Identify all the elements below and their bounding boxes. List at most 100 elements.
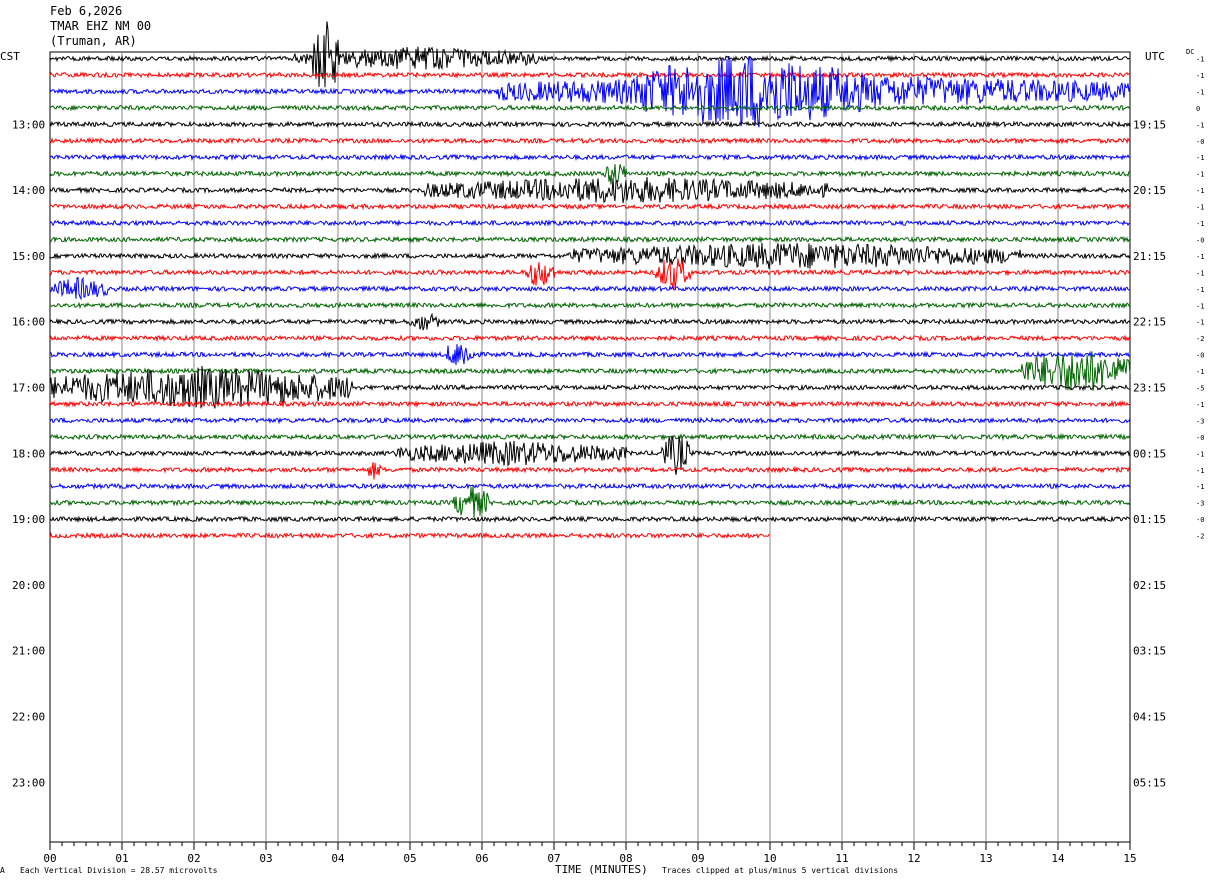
trace-row-8 — [49, 177, 1131, 204]
dc-offset-label: -1 — [1196, 368, 1204, 376]
x-tick-label-08: 08 — [619, 852, 632, 865]
hour-label-cst: 16:00 — [12, 316, 45, 329]
chart-date: Feb 6,2026 — [50, 4, 123, 18]
trace-row-17 — [49, 334, 1131, 343]
trace-row-0 — [49, 21, 1131, 88]
dc-offset-label: -1 — [1196, 56, 1204, 64]
dc-offset-label: -1 — [1196, 72, 1204, 80]
x-tick-label-11: 11 — [835, 852, 848, 865]
hour-label-cst: 21:00 — [12, 645, 45, 658]
trace-row-28 — [49, 515, 1131, 524]
seismic-traces — [49, 21, 1131, 540]
trace-row-5 — [49, 136, 1131, 145]
x-tick-label-00: 00 — [43, 852, 56, 865]
trace-row-27 — [49, 485, 1131, 519]
dc-offset-label: -1 — [1196, 286, 1204, 294]
dc-offset-label: -1 — [1196, 319, 1204, 327]
trace-row-24 — [49, 435, 1131, 475]
right-timezone-label: UTC — [1145, 50, 1165, 63]
left-timezone-label: CST — [0, 50, 20, 63]
x-tick-label-10: 10 — [763, 852, 776, 865]
trace-row-29 — [49, 531, 771, 540]
hour-label-cst: 19:00 — [12, 513, 45, 526]
station-location: (Truman, AR) — [50, 34, 137, 48]
dc-offset-label: -1 — [1196, 220, 1204, 228]
x-axis-title: TIME (MINUTES) — [555, 863, 648, 876]
trace-row-2 — [49, 55, 1131, 128]
x-tick-label-13: 13 — [979, 852, 992, 865]
dc-offset-label: -0 — [1196, 138, 1204, 146]
hour-label-utc: 00:15 — [1133, 447, 1166, 460]
trace-row-6 — [49, 153, 1130, 162]
dc-offset-label: -1 — [1196, 154, 1204, 162]
dc-offset-label: -1 — [1196, 302, 1204, 310]
trace-row-18 — [49, 344, 1131, 366]
dc-offset-label: -1 — [1196, 483, 1204, 491]
x-tick-label-15: 15 — [1123, 852, 1136, 865]
dc-offset-label: 0 — [1196, 105, 1200, 113]
trace-row-1 — [49, 71, 1131, 80]
hour-label-utc: 01:15 — [1133, 513, 1166, 526]
x-tick-label-07: 07 — [547, 852, 560, 865]
trace-row-26 — [49, 482, 1131, 491]
hour-label-cst: 22:00 — [12, 711, 45, 724]
x-axis: 00 01 02 03 04 05 06 07 08 09 10 11 12 13 14 15 — [43, 842, 1137, 865]
trace-row-10 — [49, 219, 1131, 227]
dc-offset-label: -3 — [1196, 417, 1204, 425]
dc-offset-label: -0 — [1196, 434, 1204, 442]
dc-offset-label: -0 — [1196, 236, 1204, 244]
hour-label-utc: 22:15 — [1133, 316, 1166, 329]
minute-gridlines — [121, 52, 1059, 842]
hour-label-utc: 04:15 — [1133, 711, 1166, 724]
x-tick-label-01: 01 — [115, 852, 128, 865]
scale-note: Each Vertical Division = 28.57 microvolt… — [20, 866, 218, 875]
trace-row-7 — [49, 164, 1131, 185]
dc-offset-label: -1 — [1196, 467, 1204, 475]
x-tick-label-02: 02 — [187, 852, 200, 865]
hour-label-utc: 20:15 — [1133, 184, 1166, 197]
hour-labels: 13:00 14:00 15:00 16:00 17:00 18:00 19:00 20:00… — [12, 118, 1166, 789]
x-tick-label-06: 06 — [475, 852, 488, 865]
trace-row-14 — [49, 276, 1131, 301]
x-tick-label-14: 14 — [1051, 852, 1065, 865]
clip-note: Traces clipped at plus/minus 5 vertical … — [662, 866, 899, 875]
dc-offset-label: -1 — [1196, 269, 1204, 277]
station-code: TMAR EHZ NM 00 — [50, 19, 152, 33]
trace-row-12 — [49, 242, 1131, 269]
trace-row-11 — [49, 235, 1131, 244]
trace-row-15 — [49, 301, 1131, 310]
trace-row-25 — [49, 462, 1131, 480]
hour-label-utc: 03:15 — [1133, 645, 1166, 658]
x-tick-label-03: 03 — [259, 852, 272, 865]
hour-label-utc: 21:15 — [1133, 250, 1166, 263]
hour-label-cst: 23:00 — [12, 776, 45, 789]
dc-offset-labels: -1 -1 -1 0 -1 -0 -1 -1 -1 -1 -1 -0 -1 -1 -1 -1 -1 -2 -0 -1 -… — [1196, 56, 1204, 541]
trace-row-23 — [49, 432, 1131, 441]
trace-row-19 — [49, 351, 1131, 391]
dc-offset-label: -1 — [1196, 187, 1204, 195]
trace-row-20 — [49, 365, 1131, 409]
dc-offset-label: -1 — [1196, 171, 1204, 179]
x-tick-label-09: 09 — [691, 852, 704, 865]
dc-offset-label: -1 — [1196, 401, 1204, 409]
trace-row-4 — [49, 120, 1131, 129]
hour-label-cst: 20:00 — [12, 579, 45, 592]
trace-row-16 — [49, 312, 1131, 331]
dc-offset-label: -5 — [1196, 385, 1204, 393]
hour-label-cst: 18:00 — [12, 447, 45, 460]
hour-label-utc: 05:15 — [1133, 776, 1166, 789]
dc-offset-label: -3 — [1196, 500, 1204, 508]
dc-offset-label: -1 — [1196, 121, 1204, 129]
trace-row-13 — [49, 258, 1131, 290]
trace-row-3 — [49, 103, 1131, 112]
dc-offset-label: -1 — [1196, 450, 1204, 458]
x-tick-label-12: 12 — [907, 852, 920, 865]
hour-label-cst: 17:00 — [12, 382, 45, 395]
dc-offset-label: -1 — [1196, 88, 1204, 96]
hour-label-cst: 14:00 — [12, 184, 45, 197]
x-tick-label-04: 04 — [331, 852, 345, 865]
dc-offset-label: -1 — [1196, 204, 1204, 212]
trace-row-22 — [49, 416, 1131, 425]
x-tick-label-05: 05 — [403, 852, 416, 865]
